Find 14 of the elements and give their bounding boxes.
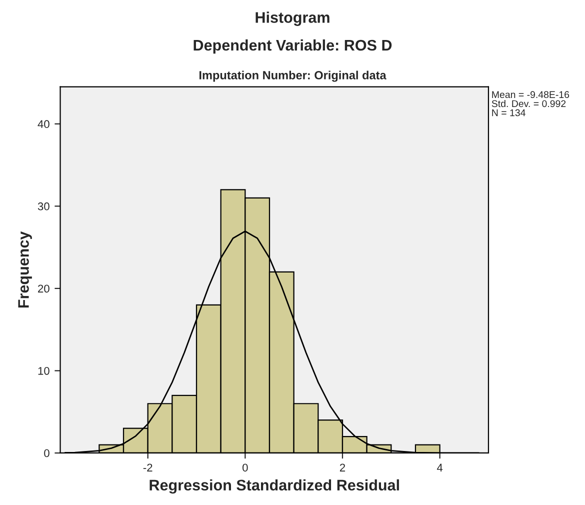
chart-subtitle: Dependent Variable: ROS D Imputation Number: Original data <box>194 39 392 82</box>
y-tick-label: 20 <box>38 284 50 293</box>
y-tick-label: 30 <box>38 202 50 210</box>
text: Mean = -9.48E-16 Std. Dev. = 0.992 N = 134 <box>492 91 570 116</box>
x-tick-label: 2 <box>340 464 346 472</box>
x-axis-title: Regression Standardized Residual <box>150 479 399 494</box>
x-tick-label: 4 <box>436 464 443 472</box>
x-tick-label: 0 <box>242 464 248 472</box>
y-tick-label: 10 <box>38 366 50 375</box>
x-tick-label: -2 <box>143 464 152 472</box>
chart-title: Histogram <box>256 12 330 26</box>
y-tick-label: 0 <box>44 449 50 458</box>
y-axis-title: Frequency <box>18 231 32 308</box>
y-tick-label: 40 <box>38 120 50 128</box>
